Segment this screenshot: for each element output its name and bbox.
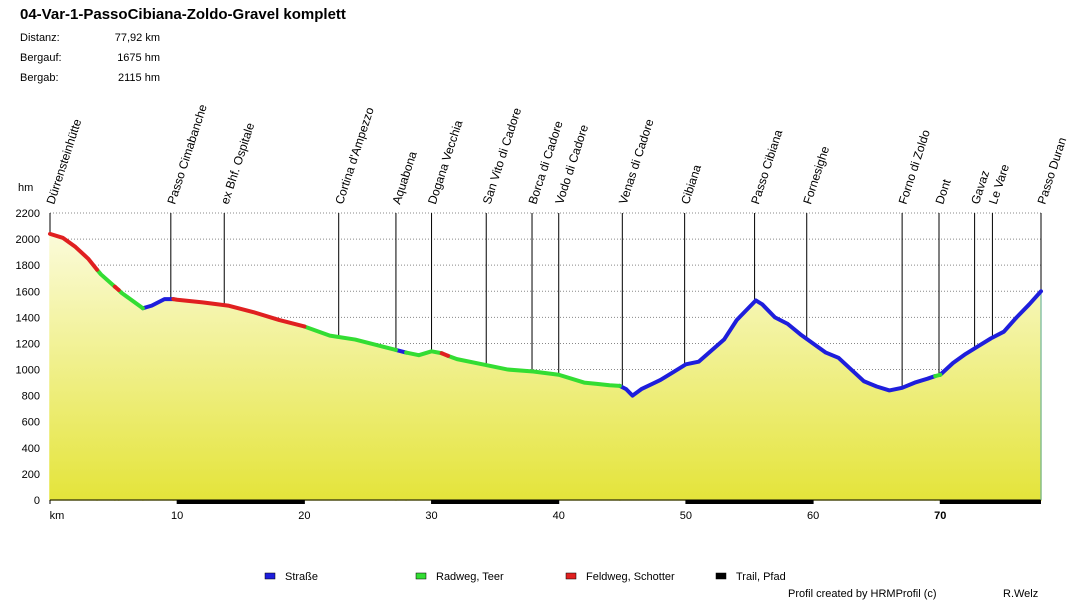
waypoint-label: Le Vare (986, 162, 1012, 206)
y-tick-label: 600 (22, 417, 40, 429)
y-tick-label: 1600 (16, 286, 40, 298)
profile-line (439, 351, 451, 358)
legend-swatch (415, 572, 427, 580)
waypoint-label: Forno di Zoldo (896, 128, 933, 206)
y-tick-label: 2000 (16, 234, 40, 246)
y-tick-label: 400 (22, 443, 40, 455)
y-tick-label: 0 (34, 495, 40, 507)
profile-line (404, 349, 444, 358)
profile-area (934, 373, 942, 501)
info-value: 77,92 km (115, 32, 160, 44)
chart-title: 04-Var-1-PassoCibiana-Zoldo-Gravel kompl… (20, 6, 346, 23)
profile-line (617, 298, 938, 398)
x-tick-label: 70 (934, 510, 946, 522)
y-tick-label: 800 (22, 391, 40, 403)
legend-label: Straße (285, 571, 318, 583)
profile-area (117, 288, 144, 501)
y-tick-label: 200 (22, 469, 40, 481)
y-tick-label: 2200 (16, 208, 40, 220)
footer-credit: Profil created by HRMProfil (c) (788, 588, 937, 600)
profile-area (619, 299, 936, 501)
waypoint-label: Dont (933, 177, 954, 206)
legend-swatch (264, 572, 276, 580)
legend-label: Radweg, Teer (436, 571, 504, 583)
profile-area (939, 289, 1042, 501)
profile-area (142, 298, 175, 501)
waypoint-label: Dürrensteinhütte (44, 117, 85, 206)
footer-author: R.Welz (1003, 588, 1038, 600)
x-tick-label: 20 (298, 510, 310, 522)
waypoint-label: ex Bhf. Ospitale (218, 121, 258, 206)
info-label: Bergab: (20, 72, 59, 84)
waypoint-label: Passo Duran (1035, 136, 1070, 206)
profile-line (933, 372, 943, 379)
x-tick-label: 30 (425, 510, 437, 522)
waypoint-label: Aquabona (389, 149, 419, 206)
y-tick-label: 1000 (16, 365, 40, 377)
waypoint-label: Venas di Cadore (616, 117, 657, 206)
profile-area (395, 349, 407, 501)
x-tick-label: km (50, 510, 65, 522)
profile-area (447, 354, 621, 501)
waypoint-label: Passo Cibiana (748, 128, 785, 206)
scale-bar (431, 500, 559, 504)
profile-area (49, 232, 98, 501)
profile-area (96, 267, 116, 501)
legend-label: Trail, Pfad (736, 571, 786, 583)
info-label: Distanz: (20, 32, 60, 44)
x-tick-label: 10 (171, 510, 183, 522)
profile-area (114, 285, 120, 501)
x-tick-label: 50 (680, 510, 692, 522)
waypoint-label: Passo Cimabanche (164, 102, 210, 206)
waypoint-label: San Vito di Cadore (480, 106, 524, 206)
y-tick-label: 1800 (16, 260, 40, 272)
waypoint-label: Cortina d'Ampezzo (332, 105, 377, 206)
x-tick-label: 60 (807, 510, 819, 522)
profile-area (440, 352, 449, 501)
waypoint-label: Fornesighe (800, 144, 832, 206)
waypoint-label: Cibiana (678, 163, 704, 206)
info-value: 2115 hm (118, 72, 160, 84)
legend-label: Feldweg, Schotter (586, 571, 675, 583)
scale-bar (685, 500, 814, 504)
info-label: Bergauf: (20, 52, 62, 64)
profile-area (405, 350, 443, 501)
y-tick-label: 1200 (16, 338, 40, 350)
profile-line (446, 353, 622, 388)
waypoint-label: Dogana Vecchia (425, 118, 465, 206)
scale-bar (177, 500, 305, 504)
x-tick-label: 40 (553, 510, 565, 522)
legend-swatch (715, 572, 727, 580)
profile-line (48, 231, 100, 272)
info-value: 1675 hm (117, 52, 160, 64)
profile-area (303, 325, 397, 501)
profile-line (171, 297, 307, 329)
profile-line (140, 297, 176, 311)
y-tick-label: 1400 (16, 312, 40, 324)
profile-area (172, 298, 306, 501)
y-axis-label: hm (18, 182, 33, 194)
scale-bar (940, 500, 1041, 504)
profile-line (112, 284, 121, 292)
legend-swatch (565, 572, 577, 580)
profile-line (302, 324, 398, 352)
profile-line (938, 289, 1043, 377)
